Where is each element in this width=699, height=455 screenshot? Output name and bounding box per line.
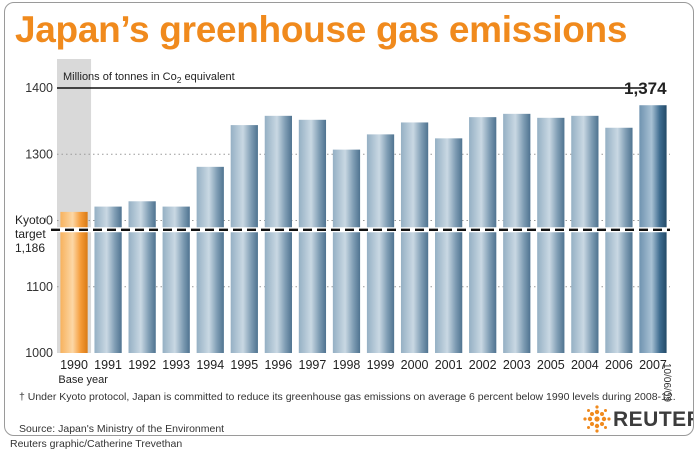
y-axis-title: Millions of tonnes in Co2 equivalent: [63, 71, 235, 85]
chart-title: Japan’s greenhouse gas emissions: [15, 9, 628, 50]
x-tick-label: 1992: [128, 358, 156, 372]
x-tick-label: 2000: [401, 358, 429, 372]
x-tick-label: 2006: [605, 358, 633, 372]
kyoto-label-bg: [13, 204, 45, 253]
y-tick-label: 1100: [26, 280, 53, 294]
x-tick-label: 2002: [469, 358, 497, 372]
bar-1997: [298, 119, 327, 353]
x-tick-label: 2003: [503, 358, 531, 372]
reuters-logo-text: REUTERS: [613, 408, 693, 431]
y-tick-label: 1300: [25, 147, 53, 161]
y-tick-label: 1400: [25, 81, 53, 95]
reuters-logo-icon: [583, 405, 611, 433]
base-year-label: Base year: [58, 374, 108, 386]
x-axis-background: [5, 353, 693, 386]
x-tick-label: 1995: [230, 358, 258, 372]
x-tick-label: 1999: [367, 358, 395, 372]
bar-1998: [332, 149, 361, 353]
x-tick-label: 2001: [435, 358, 463, 372]
bar-2004: [571, 115, 599, 353]
bar-chart: 10001100120013001400Millions of tonnes i…: [5, 59, 693, 386]
bar-1995: [230, 125, 258, 353]
top-value-label: 1,374: [624, 79, 667, 98]
chart-frame: Japan’s greenhouse gas emissions 1000 110…: [4, 2, 694, 436]
bar-1990: [60, 211, 88, 353]
bar-2005: [537, 117, 565, 353]
x-tick-label: 1994: [196, 358, 224, 372]
x-tick-label: 1996: [264, 358, 292, 372]
x-tick-label: 2005: [537, 358, 565, 372]
x-tick-label: 1997: [299, 358, 327, 372]
plot-area: 10001100120013001400Millions of tonnes i…: [5, 59, 693, 386]
footnote: † Under Kyoto protocol, Japan is committ…: [19, 391, 676, 403]
source-note: Source: Japan's Ministry of the Environm…: [19, 423, 225, 435]
bar-1996: [264, 115, 292, 353]
kyoto-value-label: 1,186: [15, 241, 45, 255]
bar-2002: [469, 117, 497, 354]
kyoto-label: target: [15, 227, 46, 241]
x-tick-label: 2004: [571, 358, 599, 372]
x-tick-label: 1993: [162, 358, 190, 372]
bar-1994: [196, 166, 224, 353]
bar-2006: [605, 127, 633, 353]
bar-1992: [128, 201, 156, 353]
bar-1999: [366, 134, 395, 353]
bar-2001: [435, 138, 463, 353]
y-tick-label: 1000: [25, 346, 53, 360]
x-tick-label: 1991: [94, 358, 122, 372]
date-stamp: 10/06/09: [661, 363, 672, 402]
credit-line: Reuters graphic/Catherine Trevethan: [10, 438, 183, 450]
x-tick-label: 1998: [333, 358, 361, 372]
kyoto-label: Kyoto: [15, 213, 46, 227]
bar-2003: [503, 113, 531, 354]
x-tick-label: 1990: [60, 358, 88, 372]
bar-2000: [400, 122, 429, 353]
x-tick-label: 2007: [639, 358, 667, 372]
